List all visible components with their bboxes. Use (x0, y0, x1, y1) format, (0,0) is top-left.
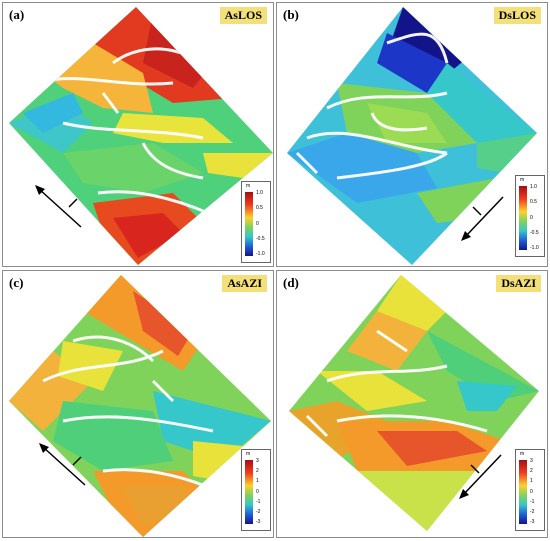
displacement-map-dslos (287, 7, 537, 265)
colorbar-tick: -1 (530, 499, 535, 505)
flight-direction-icon (35, 185, 82, 228)
flight-direction-icon (39, 443, 86, 486)
panel-title: AsLOS (219, 7, 267, 24)
colorbar-gradient (245, 460, 253, 524)
panel-label: (c) (9, 275, 24, 290)
colorbar-tick: 2 (530, 468, 533, 474)
colorbar-tick: -2 (256, 509, 261, 515)
colorbar-tick: 0.5 (256, 205, 263, 211)
colorbar-tick: -2 (530, 509, 535, 515)
colorbar-tick: 1 (256, 478, 259, 484)
displacement-map-dsazi (289, 275, 539, 531)
panel-label: (a) (9, 7, 25, 22)
colorbar-tick: 1.0 (256, 190, 263, 196)
flight-direction-icon (459, 454, 502, 499)
panel-a: (a) AsLOS m 1.0 0.5 0 -0.5 -1.0 (2, 2, 274, 267)
colorbar-tick: 0.5 (530, 199, 537, 205)
colorbar-tick: 0 (530, 489, 533, 495)
flight-direction-icon (461, 196, 504, 241)
colorbar-tick: -0.5 (256, 236, 265, 242)
colorbar-tick: -0.5 (530, 230, 539, 236)
panel-title: DsAZI (496, 275, 541, 292)
displacement-map-aslos (9, 7, 273, 265)
colorbar-tick: -3 (256, 519, 261, 525)
colorbar-tick: -3 (530, 519, 535, 525)
colorbar-gradient (519, 186, 527, 250)
colorbar-tick: 2 (256, 468, 259, 474)
panel-title: DsLOS (493, 7, 541, 24)
colorbar-unit: m (520, 451, 525, 457)
colorbar-unit: m (246, 451, 251, 457)
colorbar-tick: 3 (256, 458, 259, 464)
colorbar: m 1.0 0.5 0 -0.5 -1.0 (241, 181, 271, 263)
colorbar-gradient (519, 460, 527, 524)
displacement-map-asazi (9, 275, 271, 537)
colorbar-gradient (245, 192, 253, 256)
colorbar-tick: 1 (530, 478, 533, 484)
colorbar-tick: 0 (256, 489, 259, 495)
colorbar-tick: 0 (530, 215, 533, 221)
colorbar: m 3 2 1 0 -1 -2 -3 (515, 449, 545, 531)
colorbar: m 1.0 0.5 0 -0.5 -1.0 (515, 175, 545, 257)
colorbar-tick: 3 (530, 458, 533, 464)
colorbar-tick: -1.0 (256, 251, 265, 257)
panel-title: AsAZI (222, 275, 267, 292)
colorbar-tick: -1 (256, 499, 261, 505)
colorbar-unit: m (246, 183, 251, 189)
colorbar: m 3 2 1 0 -1 -2 -3 (241, 449, 271, 531)
panel-c: (c) AsAZI m 3 2 1 0 -1 -2 -3 (2, 270, 274, 538)
colorbar-tick: 0 (256, 221, 259, 227)
panel-d: (d) DsAZI m 3 2 1 0 -1 -2 -3 (276, 270, 548, 538)
colorbar-unit: m (520, 177, 525, 183)
colorbar-tick: -1.0 (530, 245, 539, 251)
panel-b: (b) DsLOS m 1.0 0.5 0 -0.5 -1.0 (276, 2, 548, 267)
panel-label: (b) (283, 7, 299, 22)
colorbar-tick: 1.0 (530, 184, 537, 190)
panel-label: (d) (283, 275, 299, 290)
